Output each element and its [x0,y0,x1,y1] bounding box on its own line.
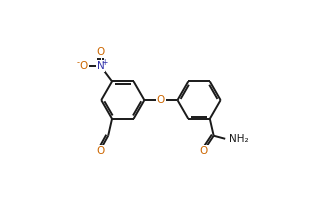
Text: O: O [200,146,208,156]
Text: NH₂: NH₂ [229,134,249,144]
Text: +: + [101,58,108,67]
Text: O: O [157,95,165,105]
Text: -: - [77,59,80,67]
Text: O: O [79,61,88,71]
Text: O: O [96,47,104,57]
Text: O: O [96,146,104,156]
Text: N: N [97,61,104,71]
